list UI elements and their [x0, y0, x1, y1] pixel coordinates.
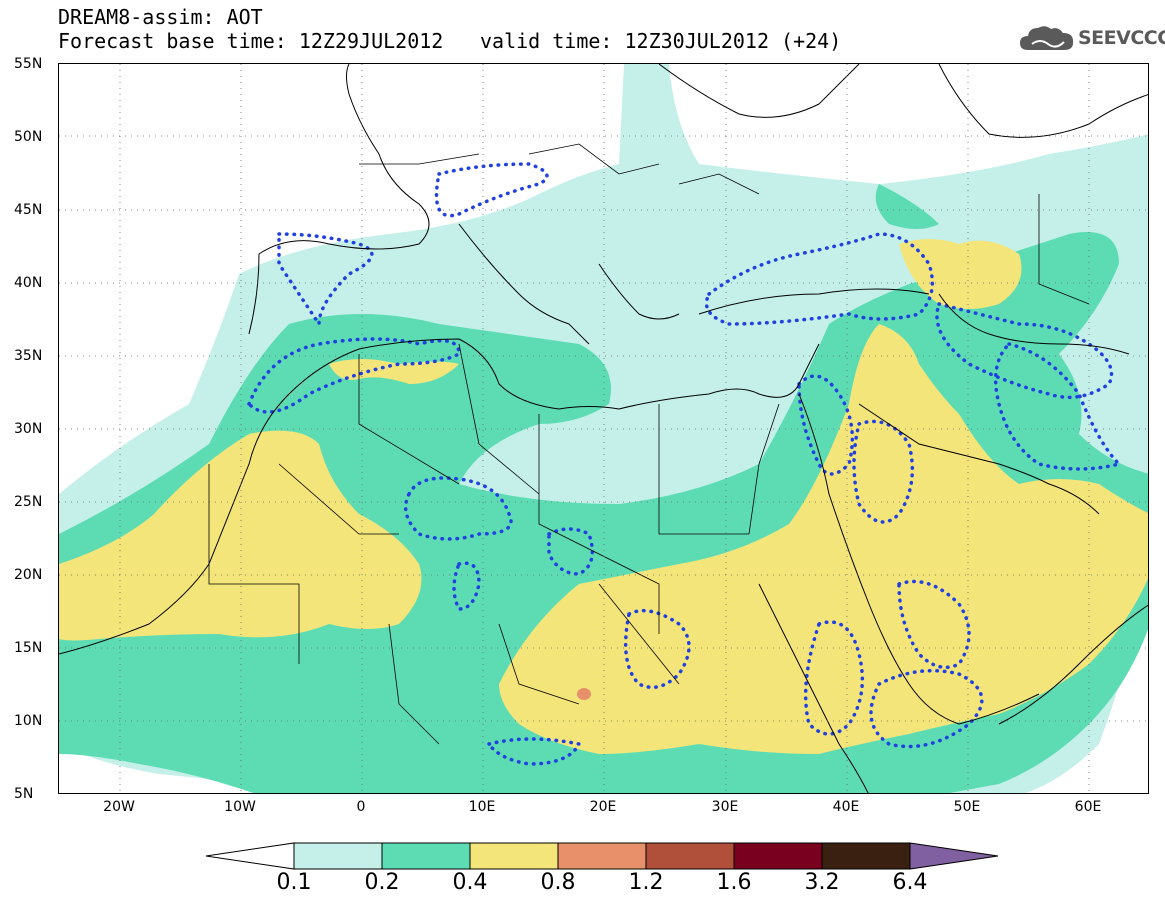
cloud-icon — [1020, 26, 1074, 50]
lat-label: 50N — [14, 129, 43, 145]
colorbar-segments — [293, 842, 911, 870]
coastlines — [59, 64, 1148, 793]
colorbar-segment — [645, 842, 735, 870]
colorbar-segment — [557, 842, 647, 870]
colorbar-segment — [821, 842, 911, 870]
aot-map — [59, 64, 1148, 793]
lat-label: 55N — [14, 56, 43, 72]
colorbar — [206, 842, 998, 870]
lon-label: 10E — [468, 799, 496, 815]
map-frame — [58, 63, 1149, 794]
colorbar-label: 3.2 — [804, 870, 840, 895]
lon-label: 10W — [224, 799, 256, 815]
lon-label: 60E — [1074, 799, 1102, 815]
valid-time: valid time: 12Z30JUL2012 (+24) — [480, 29, 842, 53]
lat-label: 30N — [14, 421, 43, 437]
colorbar-high-arrow — [909, 842, 998, 870]
dust-contours — [246, 162, 1123, 766]
lat-label: 35N — [14, 348, 43, 364]
colorbar-label: 6.4 — [892, 870, 928, 895]
colorbar-label: 0.1 — [276, 870, 312, 895]
lon-label: 20E — [589, 799, 617, 815]
colorbar-label: 0.2 — [364, 870, 400, 895]
colorbar-low-arrow — [206, 842, 295, 870]
lon-label: 40E — [832, 799, 860, 815]
colorbar-segment — [469, 842, 559, 870]
lat-label: 25N — [14, 494, 43, 510]
colorbar-segment — [293, 842, 383, 870]
lon-label: 0 — [356, 799, 366, 815]
lon-label: 30E — [711, 799, 739, 815]
lon-label: 50E — [953, 799, 981, 815]
lat-label: 5N — [14, 786, 34, 802]
country-borders — [208, 143, 1090, 745]
lat-label: 15N — [14, 640, 43, 656]
forecast-base-time: Forecast base time: 12Z29JUL2012 — [58, 29, 444, 53]
colorbar-label: 1.6 — [716, 870, 752, 895]
lat-label: 20N — [14, 567, 43, 583]
lat-label: 10N — [14, 713, 43, 729]
title-line-1: DREAM8-assim: AOT — [58, 5, 263, 29]
logo-text: SEEVCCC — [1078, 27, 1165, 49]
colorbar-label: 1.2 — [628, 870, 664, 895]
colorbar-segment — [381, 842, 471, 870]
colorbar-label: 0.8 — [540, 870, 576, 895]
aot-band-0.4 — [59, 239, 1148, 754]
colorbar-label: 0.4 — [452, 870, 488, 895]
lat-label: 40N — [14, 275, 43, 291]
lon-label: 20W — [103, 799, 135, 815]
seevccc-logo: SEEVCCC — [1018, 22, 1165, 56]
colorbar-segment — [733, 842, 823, 870]
lat-label: 45N — [14, 202, 43, 218]
aot-band-0.8 — [577, 688, 591, 700]
